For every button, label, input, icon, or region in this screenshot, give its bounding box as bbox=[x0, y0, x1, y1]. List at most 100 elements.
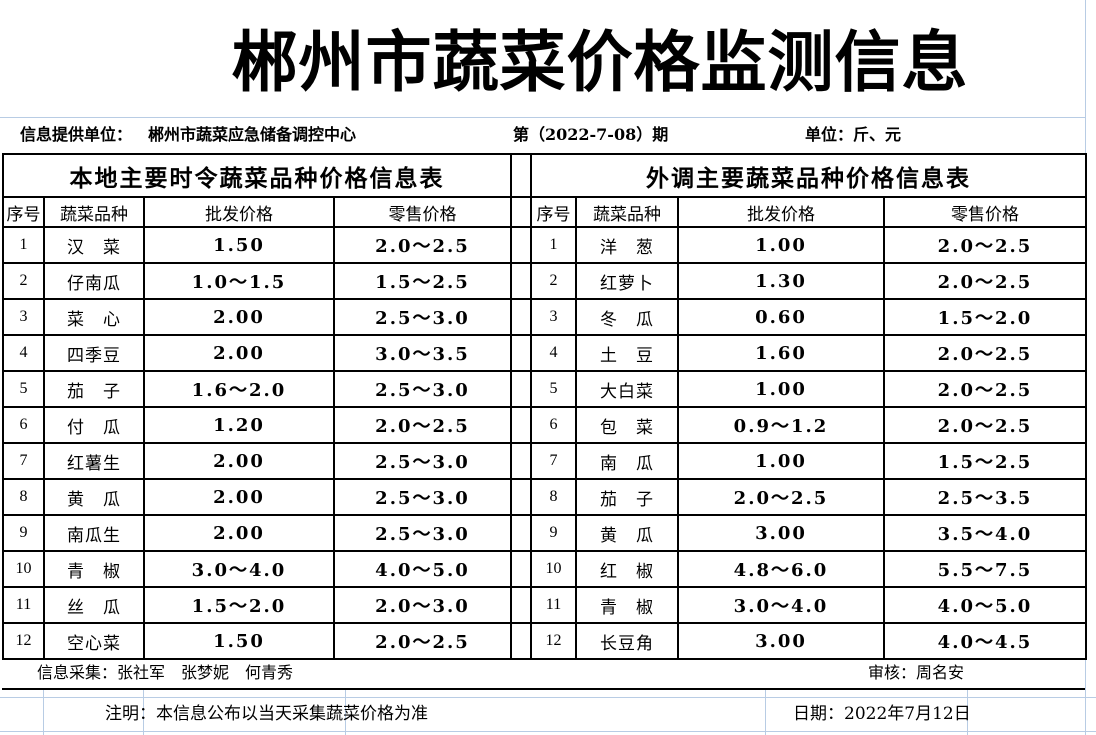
gap-cell bbox=[510, 622, 532, 660]
cell-num: 1 bbox=[2, 226, 45, 264]
cell-num: 8 bbox=[2, 478, 45, 516]
cell-name: 四季豆 bbox=[43, 334, 145, 372]
cell-num: 12 bbox=[2, 622, 45, 660]
cell-price: 2.0～2.5 bbox=[333, 406, 512, 444]
cell-num: 10 bbox=[2, 550, 45, 588]
cell-price: 4.8～6.0 bbox=[677, 550, 885, 588]
provider-value: 郴州市蔬菜应急储备调控中心 bbox=[148, 125, 357, 144]
left-table-title: 本地主要时令蔬菜品种价格信息表 bbox=[2, 153, 512, 198]
cell-price: 2.0～2.5 bbox=[883, 334, 1087, 372]
cell-price: 0.9～1.2 bbox=[677, 406, 885, 444]
gap-cell bbox=[510, 478, 532, 516]
collect-row: 信息采集：张社军 张梦妮 何青秀 审核：周名安 bbox=[2, 658, 1085, 690]
right-table-title: 外调主要蔬菜品种价格信息表 bbox=[530, 153, 1087, 198]
cell-price: 2.0～2.5 bbox=[883, 226, 1087, 264]
cell-name: 洋 葱 bbox=[575, 226, 679, 264]
gridline-vertical bbox=[967, 688, 968, 735]
cell-price: 2.0～3.0 bbox=[333, 586, 512, 624]
cell-name: 包 菜 bbox=[575, 406, 679, 444]
cell-price: 2.5～3.0 bbox=[333, 370, 512, 408]
gridline-vertical bbox=[765, 688, 766, 735]
cell-num: 5 bbox=[2, 370, 45, 408]
cell-price: 3.0～4.0 bbox=[677, 586, 885, 624]
cell-name: 南瓜生 bbox=[43, 514, 145, 552]
cell-price: 2.00 bbox=[143, 334, 335, 372]
gap-cell bbox=[510, 153, 532, 198]
cell-name: 冬 瓜 bbox=[575, 298, 679, 336]
left-header-variety: 蔬菜品种 bbox=[43, 196, 145, 228]
right-header-retail: 零售价格 bbox=[883, 196, 1087, 228]
cell-price: 1.00 bbox=[677, 370, 885, 408]
cell-name: 黄 瓜 bbox=[43, 478, 145, 516]
cell-price: 5.5～7.5 bbox=[883, 550, 1087, 588]
cell-price: 1.50 bbox=[143, 226, 335, 264]
table-row: 4 四季豆 2.00 3.0～3.5 4 土 豆 1.60 2.0～2.5 bbox=[2, 334, 1087, 372]
auditor-text: 审核：周名安 bbox=[868, 663, 965, 682]
cell-price: 1.00 bbox=[677, 442, 885, 480]
cell-price: 2.0～2.5 bbox=[333, 622, 512, 660]
cell-price: 2.5～3.0 bbox=[333, 514, 512, 552]
cell-num: 8 bbox=[530, 478, 577, 516]
cell-price: 1.20 bbox=[143, 406, 335, 444]
gridline-vertical bbox=[43, 688, 44, 735]
cell-name: 长豆角 bbox=[575, 622, 679, 660]
gridline-horizontal bbox=[0, 731, 1096, 732]
unit-label: 单位：斤、元 bbox=[805, 125, 902, 144]
cell-num: 9 bbox=[530, 514, 577, 552]
cell-name: 空心菜 bbox=[43, 622, 145, 660]
gap-cell bbox=[510, 370, 532, 408]
cell-num: 6 bbox=[2, 406, 45, 444]
cell-price: 1.60 bbox=[677, 334, 885, 372]
table-row: 11 丝 瓜 1.5～2.0 2.0～3.0 11 青 椒 3.0～4.0 4.0～5.0 bbox=[2, 586, 1087, 624]
table-row: 9 南瓜生 2.00 2.5～3.0 9 黄 瓜 3.00 3.5～4.0 bbox=[2, 514, 1087, 552]
cell-price: 2.00 bbox=[143, 478, 335, 516]
gridline-horizontal bbox=[0, 697, 1096, 698]
cell-price: 4.0～4.5 bbox=[883, 622, 1087, 660]
cell-price: 1.5～2.5 bbox=[333, 262, 512, 300]
cell-name: 茄 子 bbox=[575, 478, 679, 516]
collectors-text: 信息采集：张社军 张梦妮 何青秀 bbox=[37, 663, 294, 682]
table-row: 7 红薯生 2.00 2.5～3.0 7 南 瓜 1.00 1.5～2.5 bbox=[2, 442, 1087, 480]
table-row: 2 仔南瓜 1.0～1.5 1.5～2.5 2 红萝卜 1.30 2.0～2.5 bbox=[2, 262, 1087, 300]
cell-price: 0.60 bbox=[677, 298, 885, 336]
cell-num: 12 bbox=[530, 622, 577, 660]
cell-price: 2.00 bbox=[143, 298, 335, 336]
right-header-variety: 蔬菜品种 bbox=[575, 196, 679, 228]
section-title-row: 本地主要时令蔬菜品种价格信息表 外调主要蔬菜品种价格信息表 bbox=[2, 153, 1087, 198]
cell-price: 2.0～2.5 bbox=[677, 478, 885, 516]
cell-name: 丝 瓜 bbox=[43, 586, 145, 624]
provider-label: 信息提供单位： bbox=[20, 125, 133, 144]
price-table: 本地主要时令蔬菜品种价格信息表 外调主要蔬菜品种价格信息表 序号 蔬菜品种 批发… bbox=[2, 153, 1087, 660]
cell-name: 红萝卜 bbox=[575, 262, 679, 300]
cell-num: 9 bbox=[2, 514, 45, 552]
cell-num: 7 bbox=[530, 442, 577, 480]
left-header-retail: 零售价格 bbox=[333, 196, 512, 228]
cell-price: 3.00 bbox=[677, 622, 885, 660]
cell-price: 2.0～2.5 bbox=[883, 262, 1087, 300]
cell-price: 2.00 bbox=[143, 514, 335, 552]
cell-num: 1 bbox=[530, 226, 577, 264]
cell-name: 汉 菜 bbox=[43, 226, 145, 264]
cell-name: 红薯生 bbox=[43, 442, 145, 480]
date-text: 日期：2022年7月12日 bbox=[793, 704, 971, 724]
gridline-vertical bbox=[143, 688, 144, 735]
cell-num: 11 bbox=[2, 586, 45, 624]
cell-price: 3.00 bbox=[677, 514, 885, 552]
gap-cell bbox=[510, 226, 532, 264]
issue-number: 第（2022-7-08）期 bbox=[513, 125, 669, 144]
cell-price: 1.0～1.5 bbox=[143, 262, 335, 300]
cell-name: 黄 瓜 bbox=[575, 514, 679, 552]
cell-num: 2 bbox=[530, 262, 577, 300]
note-row: 注明：本信息公布以当天采集蔬菜价格为准 日期：2022年7月12日 bbox=[0, 698, 1085, 731]
cell-price: 2.00 bbox=[143, 442, 335, 480]
gap-cell bbox=[510, 406, 532, 444]
cell-name: 大白菜 bbox=[575, 370, 679, 408]
cell-price: 2.5～3.0 bbox=[333, 298, 512, 336]
cell-name: 青 椒 bbox=[575, 586, 679, 624]
cell-price: 1.5～2.0 bbox=[143, 586, 335, 624]
cell-price: 1.6～2.0 bbox=[143, 370, 335, 408]
cell-name: 茄 子 bbox=[43, 370, 145, 408]
